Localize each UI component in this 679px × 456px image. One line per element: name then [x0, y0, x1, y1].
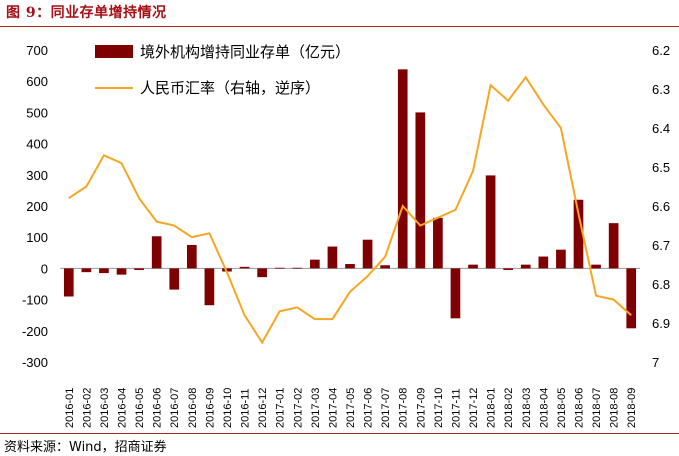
x-tick-label: 2016-03 [99, 388, 111, 428]
right-tick-label: 6.8 [652, 277, 670, 292]
left-tick-label: -300 [22, 355, 48, 370]
x-tick-label: 2017-07 [380, 388, 392, 428]
bar [63, 268, 74, 297]
left-tick-label: 300 [26, 168, 48, 183]
x-tick-label: 2017-09 [415, 388, 427, 428]
x-tick-label: 2016-06 [152, 388, 164, 428]
left-tick-label: 100 [26, 230, 48, 245]
x-tick-label: 2018-07 [591, 388, 603, 428]
right-tick-label: 6.2 [652, 43, 670, 58]
rate-line [68, 75, 632, 345]
right-tick-label: 6.9 [652, 316, 670, 331]
right-tick-label: 7 [652, 355, 659, 370]
bar [520, 264, 531, 269]
x-tick-label: 2016-01 [64, 388, 76, 428]
right-tick-label: 6.6 [652, 199, 670, 214]
left-tick-label: 700 [26, 43, 48, 58]
x-tick-label: 2018-01 [486, 388, 498, 428]
right-axis-ticks: 6.2 6.3 6.4 6.5 6.6 6.7 6.8 6.9 7 [652, 43, 670, 370]
legend-bar-label: 境外机构增持同业存单（亿元） [140, 43, 350, 61]
bar [134, 268, 144, 270]
bar [450, 268, 461, 319]
bar [327, 246, 338, 269]
title-divider [0, 26, 679, 27]
x-tick-label: 2018-08 [609, 388, 621, 428]
source-note: 资料来源：Wind，招商证券 [4, 440, 167, 455]
x-tick-label: 2016-11 [240, 388, 252, 428]
x-tick-label: 2017-02 [292, 388, 304, 428]
right-tick-label: 6.4 [652, 121, 670, 136]
left-axis-ticks: -300 -200 -100 0 100 200 300 400 500 600 700 [22, 43, 48, 370]
x-tick-label: 2017-12 [468, 388, 480, 428]
left-tick-label: 500 [26, 105, 48, 120]
right-tick-label: 6.7 [652, 238, 670, 253]
x-tick-label: 2017-11 [450, 388, 462, 428]
x-tick-label: 2018-05 [556, 388, 568, 428]
left-tick-label: 0 [41, 261, 48, 276]
bar [397, 69, 408, 269]
bar [591, 264, 601, 269]
left-tick-label: -200 [22, 324, 48, 339]
footer-divider [0, 433, 679, 434]
x-tick-label: 2017-08 [398, 388, 410, 428]
bar [362, 239, 373, 269]
bar [485, 175, 496, 269]
x-tick-label: 2017-10 [433, 388, 445, 428]
x-tick-label: 2017-04 [327, 388, 339, 428]
left-tick-label: -100 [22, 293, 48, 308]
x-tick-label: 2018-09 [626, 388, 638, 428]
bar [468, 264, 478, 269]
right-tick-label: 6.5 [652, 160, 670, 175]
right-tick-label: 6.3 [652, 82, 670, 97]
bar [274, 267, 285, 269]
bar [415, 112, 426, 269]
bar [204, 268, 215, 306]
left-tick-label: 200 [26, 199, 48, 214]
x-tick-label: 2016-08 [187, 388, 199, 428]
x-tick-label: 2018-02 [503, 388, 515, 428]
bar [573, 199, 584, 269]
left-tick-label: 400 [26, 137, 48, 152]
x-tick-label: 2017-01 [275, 388, 287, 428]
bar-series [63, 69, 637, 329]
legend-line-label: 人民币汇率（右轴，逆序） [140, 79, 320, 97]
x-tick-label: 2016-10 [222, 388, 234, 428]
x-tick-label: 2017-03 [310, 388, 322, 428]
bar [556, 249, 566, 269]
x-tick-label: 2018-03 [521, 388, 533, 428]
bar [292, 267, 303, 269]
x-tick-label: 2018-06 [573, 388, 585, 428]
bar [186, 245, 197, 269]
bar [503, 268, 514, 270]
bar [626, 268, 637, 329]
x-tick-label: 2016-07 [169, 388, 181, 428]
legend: 境外机构增持同业存单（亿元） 人民币汇率（右轴，逆序） [95, 43, 350, 97]
x-tick-label: 2016-09 [204, 388, 216, 428]
x-tick-label: 2018-04 [538, 388, 550, 428]
bar [169, 268, 180, 290]
x-axis-ticks: 2016-01 2016-02 2016-03 2016-04 2016-05 2016-… [64, 388, 638, 428]
bar [99, 268, 109, 274]
bar [310, 259, 320, 269]
x-tick-label: 2016-05 [134, 388, 146, 428]
bar [239, 266, 250, 269]
x-tick-label: 2016-02 [81, 388, 93, 428]
legend-bar-swatch [95, 45, 133, 58]
figure-title: 图 9：同业存单增持情况 [6, 5, 167, 21]
bar [538, 256, 549, 269]
x-tick-label: 2016-12 [257, 388, 269, 428]
bar [608, 223, 619, 269]
bar [151, 236, 162, 269]
bar [257, 268, 267, 278]
x-tick-label: 2017-06 [363, 388, 375, 428]
bar [116, 268, 127, 275]
bar [433, 217, 443, 269]
bar [81, 268, 92, 273]
left-tick-label: 600 [26, 74, 48, 89]
x-tick-label: 2017-05 [345, 388, 357, 428]
bar [380, 265, 390, 269]
bar [345, 264, 355, 269]
x-tick-label: 2016-04 [117, 388, 129, 428]
